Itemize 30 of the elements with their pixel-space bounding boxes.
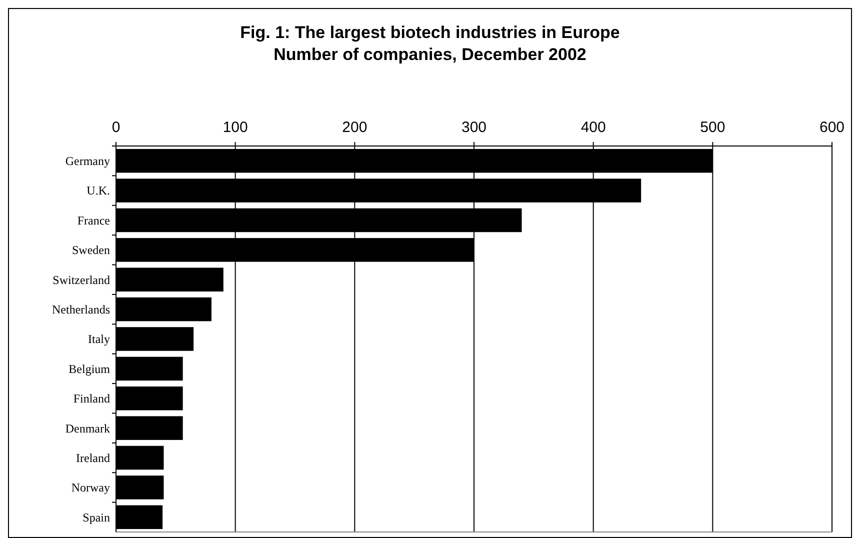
y-tick-label: Belgium [68, 362, 111, 376]
x-tick-label: 0 [112, 119, 120, 136]
y-tick-label: Italy [88, 332, 110, 346]
bar [116, 268, 224, 292]
y-tick-label: Netherlands [52, 302, 110, 317]
x-tick-label: 500 [700, 119, 726, 136]
bar [116, 505, 163, 530]
bar [116, 327, 194, 351]
y-tick-label: Ireland [76, 450, 110, 465]
x-tick-label: 300 [461, 119, 487, 136]
bar [116, 297, 212, 322]
x-tick-label: 200 [342, 119, 368, 136]
x-tick-label: 100 [222, 119, 248, 136]
x-tick-label: 400 [580, 119, 606, 136]
y-tick-label: Germany [65, 154, 110, 168]
y-tick-label: France [77, 213, 110, 228]
bar [116, 386, 183, 410]
y-tick-label: Denmark [65, 421, 110, 436]
bar [116, 416, 183, 440]
y-tick-label: Switzerland [52, 272, 110, 287]
y-tick-label: Sweden [72, 243, 110, 258]
bar [116, 356, 183, 381]
y-tick-label: Finland [73, 392, 110, 406]
y-tick-label: Spain [82, 510, 110, 524]
chart-title: Fig. 1: The largest biotech industries in Europe Number of companies, December 2002 [240, 23, 620, 64]
y-tick-label: Norway [71, 480, 110, 495]
x-tick-label: 600 [819, 119, 845, 136]
y-tick-label: U.K. [86, 184, 110, 198]
bar [116, 476, 164, 500]
bar [116, 446, 164, 470]
